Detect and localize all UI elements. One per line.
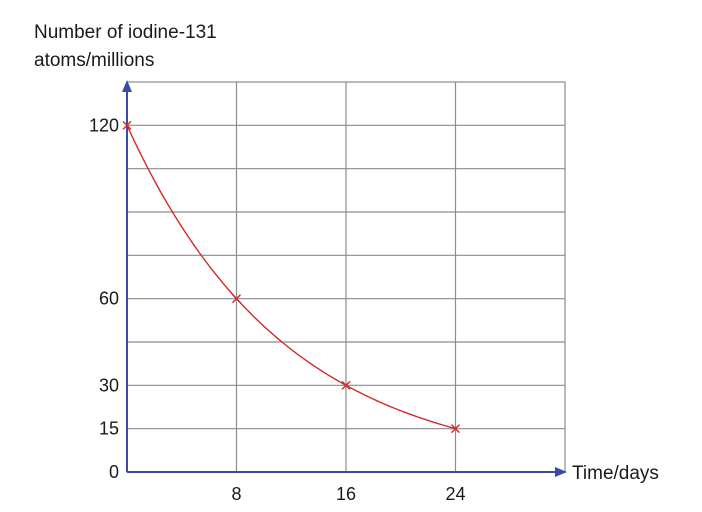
y-axis-label-line1: Number of iodine-131 [34, 22, 217, 43]
y-axis-arrowhead [122, 80, 132, 92]
y-tick-labels: 0 15 30 60 120 [89, 115, 119, 482]
data-point-marker [122, 120, 132, 130]
y-tick-label: 15 [99, 419, 119, 439]
decay-curve [126, 125, 456, 430]
grid [126, 81, 566, 473]
data-point-marker [341, 380, 351, 390]
x-tick-label: 8 [231, 484, 241, 504]
y-tick-label: 60 [99, 289, 119, 309]
x-tick-label: 16 [336, 484, 356, 504]
axes [122, 80, 567, 477]
data-point-marker [232, 294, 241, 304]
decay-curve-layer [126, 125, 456, 430]
x-axis-arrowhead [555, 467, 567, 477]
data-point-marker [451, 424, 460, 434]
y-tick-label: 0 [109, 462, 119, 482]
y-axis-label-line2: atoms/millions [34, 50, 154, 71]
y-tick-label: 120 [89, 115, 119, 135]
x-axis-label: Time/days [572, 463, 659, 484]
y-tick-label: 30 [99, 375, 119, 395]
data-markers [122, 120, 460, 434]
x-tick-label: 24 [445, 484, 465, 504]
x-tick-labels: 8 16 24 [231, 484, 465, 504]
